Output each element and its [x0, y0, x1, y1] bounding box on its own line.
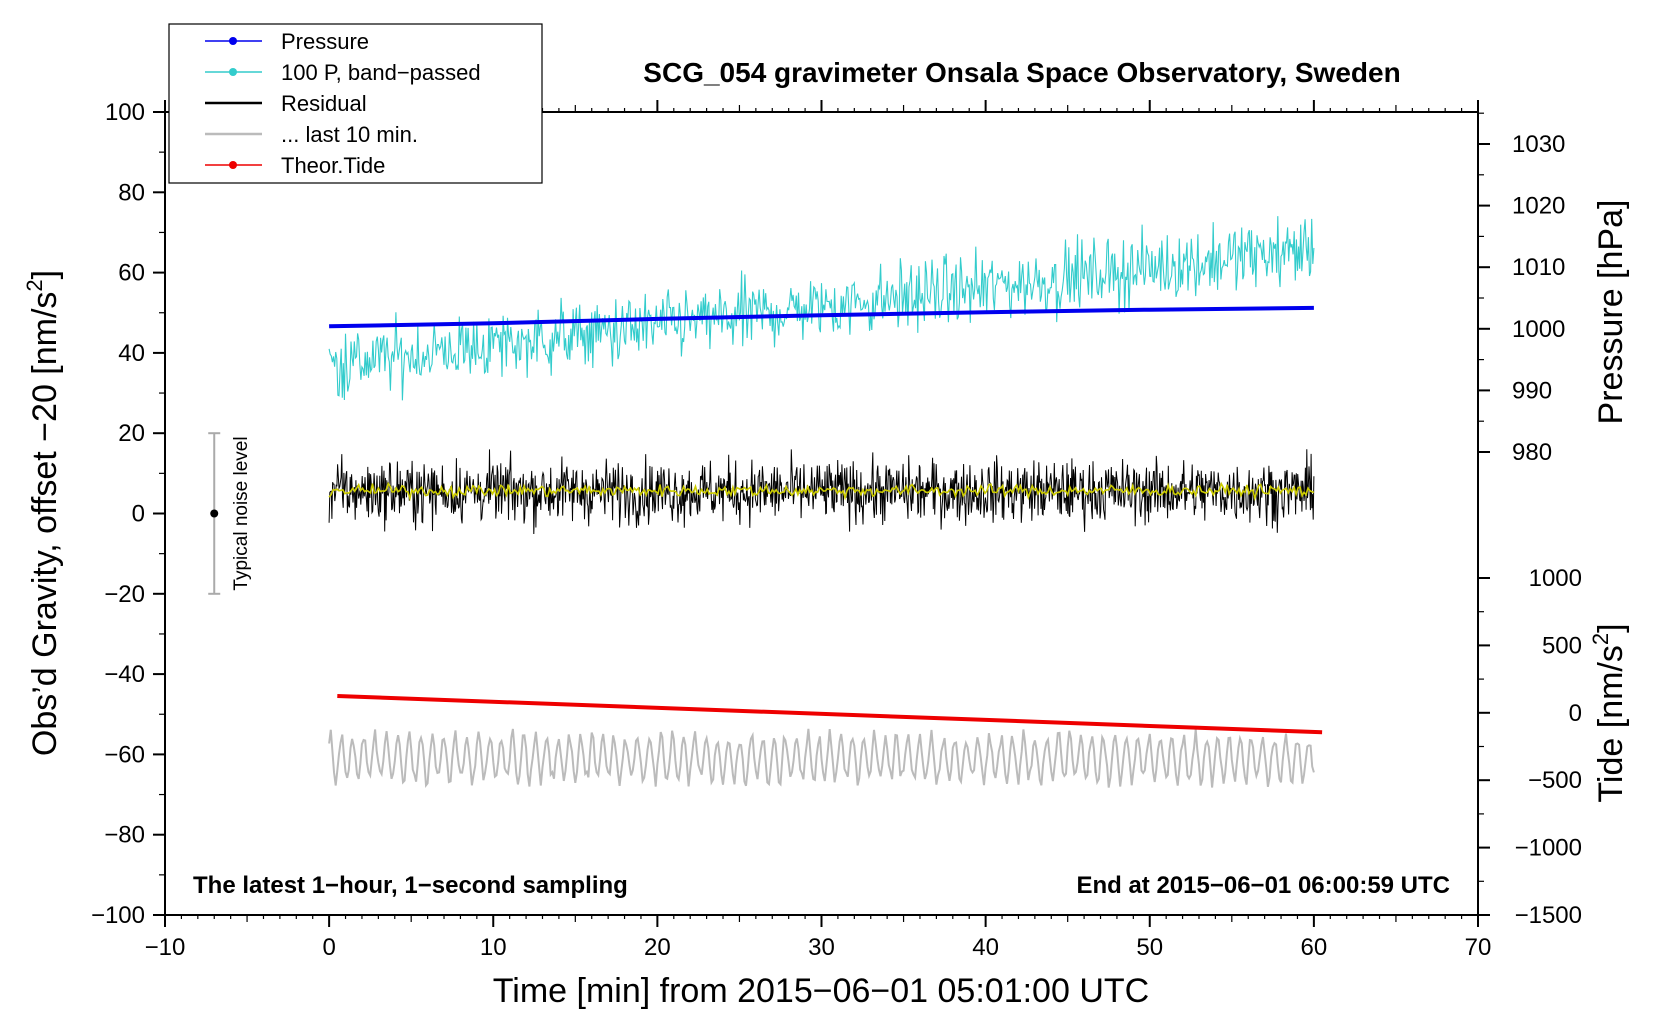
y-axis-pressure: 1030 1020 1010 1000 990 980 — [1478, 112, 1565, 466]
y-tick-label: −40 — [104, 661, 145, 688]
noise-bar-label: Typical noise level — [231, 436, 252, 590]
legend-label: Theor.Tide — [281, 153, 385, 178]
pressure-tick-label: 1030 — [1512, 131, 1565, 158]
y3-axis-title-end: ] — [1592, 623, 1630, 632]
y-tick-label: −80 — [104, 822, 145, 849]
series-residual-smoothed — [328, 481, 1315, 502]
y-tick-label: −60 — [104, 741, 145, 768]
y-tick-label: 60 — [118, 260, 145, 287]
legend-label: Residual — [281, 91, 367, 116]
x-tick-label: 40 — [972, 934, 999, 961]
y-tick-label: −20 — [104, 581, 145, 608]
tide-tick-label: −1000 — [1515, 835, 1582, 862]
y-tick-label: 20 — [118, 420, 145, 447]
series-theoretical-tide — [337, 694, 1323, 735]
tide-tick-label: −500 — [1528, 767, 1582, 794]
pressure-tick-label: 1020 — [1512, 193, 1565, 220]
tide-tick-label: 500 — [1542, 632, 1582, 659]
tide-tick-label: 1000 — [1529, 565, 1582, 592]
y-axis-left: 100 80 60 40 20 0 −20 −40 −60 −80 −100 — [91, 99, 165, 929]
series-last-10-min — [328, 728, 1315, 789]
y-axis-tide: 1000 500 0 −500 −1000 −1500 — [1478, 565, 1582, 929]
legend-label: ... last 10 min. — [281, 122, 418, 147]
annotation-sampling: The latest 1−hour, 1−second sampling — [193, 872, 628, 899]
series-pressure — [329, 305, 1314, 329]
x-tick-label: 50 — [1136, 934, 1163, 961]
legend-marker — [229, 161, 237, 169]
y-tick-label: −100 — [91, 902, 145, 929]
x-axis: −10 0 10 20 30 40 50 60 70 — [145, 100, 1492, 961]
noise-bar: Typical noise level — [208, 432, 252, 595]
y-tick-label: 80 — [118, 179, 145, 206]
noise-bar-dot — [210, 509, 219, 518]
y-axis-title-main: Obs’d Gravity, offset −20 [nm/s — [26, 292, 64, 757]
y3-axis-title-main: Tide [nm/s — [1592, 645, 1630, 802]
series-layer — [328, 216, 1323, 789]
annotation-end-time: End at 2015−06−01 06:00:59 UTC — [1076, 872, 1450, 899]
y-tick-label: 0 — [132, 501, 145, 528]
x-axis-title: Time [min] from 2015−06−01 05:01:00 UTC — [493, 972, 1149, 1010]
y-axis-title: Obs’d Gravity, offset −20 [nm/s2] — [22, 270, 64, 756]
pressure-tick-label: 1000 — [1512, 316, 1565, 343]
y-tick-label: 40 — [118, 340, 145, 367]
pressure-tick-label: 1010 — [1512, 254, 1565, 281]
pressure-tick-label: 990 — [1512, 377, 1552, 404]
legend-label: 100 P, band−passed — [281, 60, 481, 85]
x-tick-label: 10 — [480, 934, 507, 961]
y-axis-title-end: ] — [26, 270, 64, 279]
legend-label: Pressure — [281, 29, 369, 54]
x-tick-label: 20 — [644, 934, 671, 961]
series-residual — [328, 449, 1315, 535]
tide-tick-label: 0 — [1569, 700, 1582, 727]
x-tick-label: −10 — [145, 934, 186, 961]
y-tick-label: 100 — [105, 99, 145, 126]
y3-axis-title-sup: 2 — [1588, 633, 1613, 645]
x-tick-label: 30 — [808, 934, 835, 961]
pressure-tick-label: 980 — [1512, 439, 1552, 466]
plot-frame — [164, 111, 1479, 916]
y2-axis-title: Pressure [hPa] — [1592, 200, 1630, 425]
x-tick-label: 60 — [1301, 934, 1328, 961]
tide-tick-label: −1500 — [1515, 902, 1582, 929]
legend-marker — [229, 37, 237, 45]
legend: Pressure 100 P, band−passed Residual ... la… — [168, 23, 543, 184]
y3-axis-title: Tide [nm/s2] — [1588, 623, 1630, 802]
x-tick-label: 0 — [322, 934, 335, 961]
series-band-passed-pressure — [328, 216, 1315, 401]
y-axis-title-sup: 2 — [22, 279, 47, 291]
x-tick-label: 70 — [1465, 934, 1492, 961]
chart-title: SCG_054 gravimeter Onsala Space Observat… — [643, 57, 1400, 88]
legend-marker — [229, 68, 237, 76]
